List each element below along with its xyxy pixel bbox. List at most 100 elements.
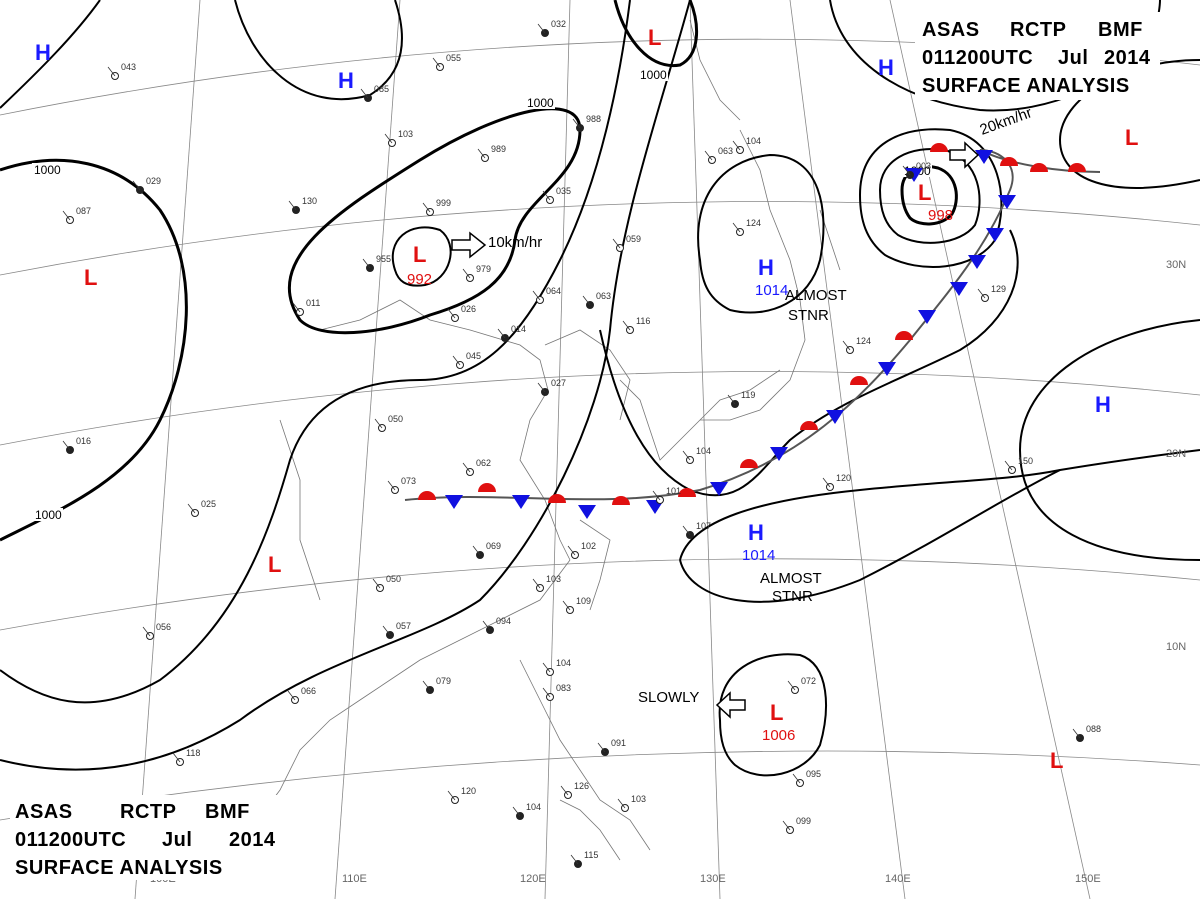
wind-barb xyxy=(842,340,851,351)
station-pressure: 079 xyxy=(436,676,451,686)
header-source: ASAS xyxy=(922,19,980,41)
wind-barb xyxy=(382,625,391,636)
isobar-high-1014-north xyxy=(697,153,825,314)
station-pressure: 056 xyxy=(156,622,171,632)
wind-barb xyxy=(477,148,486,159)
station-pressure: 085 xyxy=(374,84,389,94)
wind-barb xyxy=(288,200,297,211)
station-pressure: 120 xyxy=(836,473,851,483)
latitude-label: 10N xyxy=(1166,641,1186,653)
station-pressure: 102 xyxy=(581,541,596,551)
wind-barb xyxy=(512,806,521,817)
wind-barb xyxy=(562,600,571,611)
station-pressure: 120 xyxy=(461,786,476,796)
header-code: BMF xyxy=(1098,19,1143,41)
station-pressure: 989 xyxy=(491,144,506,154)
station-pressure: 115 xyxy=(584,850,598,860)
high-center: H xyxy=(338,68,354,93)
stationary-front xyxy=(404,143,1101,519)
wind-barb xyxy=(560,785,569,796)
wind-barb xyxy=(727,394,736,405)
station-pressure: 103 xyxy=(546,574,561,584)
station-pressure: 011 xyxy=(306,298,320,308)
low-center: L xyxy=(268,552,281,577)
isobars xyxy=(0,0,1200,777)
station-pressure: 104 xyxy=(746,136,761,146)
wind-barb xyxy=(62,210,71,221)
station-pressure: 072 xyxy=(801,676,816,686)
wind-barb xyxy=(422,680,431,691)
station-pressure: 988 xyxy=(586,114,601,124)
station-pressure: 126 xyxy=(574,781,589,791)
wind-barb xyxy=(537,382,546,393)
isobar-central xyxy=(0,0,691,771)
station-pressure: 026 xyxy=(461,304,476,314)
latitude-label: 30N xyxy=(1166,259,1186,271)
wind-barb xyxy=(532,290,541,301)
isobar-label: 1000 xyxy=(34,163,61,177)
wind-barb xyxy=(1004,460,1013,471)
wind-barb xyxy=(704,150,713,161)
wind-barb xyxy=(787,680,796,691)
station-pressure: 035 xyxy=(556,186,571,196)
station-pressure: 014 xyxy=(511,324,526,334)
isobar-inner-central xyxy=(0,0,631,704)
header-source: ASAS xyxy=(15,801,73,823)
station-pressure: 104 xyxy=(556,658,571,668)
station-pressure: 062 xyxy=(476,458,491,468)
low-center: L xyxy=(413,242,426,267)
header-station: RCTP xyxy=(120,801,176,823)
isobar-north-h xyxy=(234,0,404,101)
isobar-label: 1000 xyxy=(527,96,554,110)
longitude-label: 140E xyxy=(885,873,911,885)
high-center: H xyxy=(748,520,764,545)
motion-arrow-east xyxy=(451,231,487,259)
station-plots: 032 043 055 085 103 989 988 104 063 130 999 035 029 0… xyxy=(62,19,1101,868)
wind-barb xyxy=(387,480,396,491)
header-code: BMF xyxy=(205,801,250,823)
high-pressure-value: 1014 xyxy=(755,282,788,299)
longitude-label: 120E xyxy=(520,873,546,885)
high-pressure-value: 1014 xyxy=(742,547,775,564)
wind-barb xyxy=(362,258,371,269)
station-pressure: 025 xyxy=(201,499,216,509)
header-year: 2014 xyxy=(229,829,276,851)
longitude-label: 130E xyxy=(700,873,726,885)
header-top: ASAS RCTP BMF 011200UTC Jul 2014 SURFACE… xyxy=(915,12,1160,100)
wind-barb xyxy=(107,66,116,77)
longitude-label: 150E xyxy=(1075,873,1101,885)
wind-barb xyxy=(542,190,551,201)
note-line: STNR xyxy=(772,588,813,605)
station-pressure: 059 xyxy=(626,234,641,244)
low-center: L xyxy=(918,180,931,205)
wind-barb xyxy=(422,202,431,213)
header-station: RCTP xyxy=(1010,19,1066,41)
wind-barb xyxy=(782,820,791,831)
isobar-east-high xyxy=(1018,319,1200,561)
station-pressure: 045 xyxy=(466,351,481,361)
wind-barb xyxy=(187,503,196,514)
wind-barb xyxy=(622,320,631,331)
motion-label: SLOWLY xyxy=(638,689,699,706)
header-time: 011200UTC xyxy=(15,829,126,851)
station-pressure: 069 xyxy=(486,541,501,551)
header-bottom: ASAS RCTP BMF 011200UTC Jul 2014 SURFACE… xyxy=(10,795,280,880)
low-center: L xyxy=(1125,125,1138,150)
station-pressure: 107 xyxy=(696,521,711,531)
station-pressure: 091 xyxy=(611,738,626,748)
station-pressure: 064 xyxy=(546,286,561,296)
station-pressure: 101 xyxy=(666,486,681,496)
station-pressure: 095 xyxy=(806,769,821,779)
wind-barb xyxy=(652,490,661,501)
station-pressure: 063 xyxy=(596,291,611,301)
wind-barb xyxy=(977,288,986,299)
isobar-1000-west xyxy=(0,158,188,542)
wind-barb xyxy=(617,798,626,809)
station-pressure: 099 xyxy=(796,816,811,826)
motion-arrow-west xyxy=(715,691,746,719)
wind-barb xyxy=(452,355,461,366)
isobar-1000-north xyxy=(613,0,699,68)
wind-barb xyxy=(374,418,383,429)
header-month: Jul xyxy=(1058,47,1088,69)
